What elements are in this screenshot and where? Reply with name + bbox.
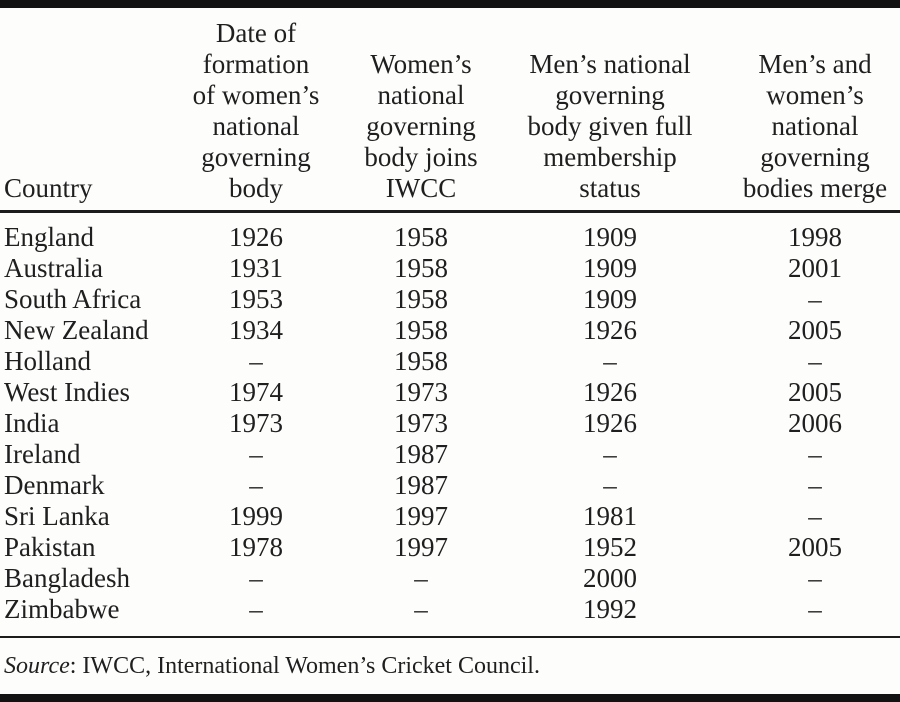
cell-merge: 2005 xyxy=(788,315,842,345)
cell-merge: 1998 xyxy=(788,222,842,252)
cell-joins-iwcc: 1973 xyxy=(394,408,448,438)
cell-joins-iwcc: 1958 xyxy=(394,346,448,376)
cell-joins-iwcc: 1987 xyxy=(394,439,448,469)
column-header-country: Country xyxy=(4,173,93,203)
cell-merge: – xyxy=(808,439,822,469)
cell-merge: – xyxy=(808,563,822,593)
cell-country: Australia xyxy=(4,253,103,283)
cell-joins-iwcc: 1987 xyxy=(394,470,448,500)
table-row: Holland – 1958 – – xyxy=(0,346,900,377)
table-row: Ireland – 1987 – – xyxy=(0,439,900,470)
source-note: Source: IWCC, International Women’s Cric… xyxy=(0,636,900,694)
cell-country: Ireland xyxy=(4,439,81,469)
cell-mens-membership: 1926 xyxy=(583,377,637,407)
cell-formation-date: 1999 xyxy=(229,501,283,531)
cell-joins-iwcc: 1958 xyxy=(394,253,448,283)
cell-mens-membership: 1992 xyxy=(583,594,637,624)
cell-formation-date: 1978 xyxy=(229,532,283,562)
cell-joins-iwcc: – xyxy=(414,563,428,593)
cell-joins-iwcc: – xyxy=(414,594,428,624)
source-note-text: Source: IWCC, International Women’s Cric… xyxy=(4,653,540,680)
cell-merge: 2005 xyxy=(788,532,842,562)
cell-joins-iwcc: 1958 xyxy=(394,315,448,345)
cell-formation-date: – xyxy=(249,346,263,376)
cell-formation-date: 1974 xyxy=(229,377,283,407)
column-header-bodies-merge: Men’s and women’s national governing bod… xyxy=(742,49,888,203)
table-row: England 1926 1958 1909 1998 xyxy=(0,212,900,254)
column-header-joins-iwcc: Women’s national governing body joins IW… xyxy=(364,49,478,203)
cell-country: Bangladesh xyxy=(4,563,130,593)
cell-country: Denmark xyxy=(4,470,105,500)
cell-joins-iwcc: 1973 xyxy=(394,377,448,407)
table-body: England 1926 1958 1909 1998 Australia 19… xyxy=(0,212,900,637)
cell-merge: – xyxy=(808,346,822,376)
cell-joins-iwcc: 1997 xyxy=(394,501,448,531)
cell-country: England xyxy=(4,222,94,252)
cell-mens-membership: – xyxy=(603,439,617,469)
cell-joins-iwcc: 1958 xyxy=(394,284,448,314)
source-detail: : IWCC, International Women’s Cricket Co… xyxy=(69,652,540,679)
cell-country: Pakistan xyxy=(4,532,96,562)
column-header-women-formation-date: Date of formation of women’s national go… xyxy=(192,18,320,203)
cell-joins-iwcc: 1997 xyxy=(394,532,448,562)
cell-formation-date: – xyxy=(249,470,263,500)
cell-mens-membership: 1909 xyxy=(583,284,637,314)
table-row: India 1973 1973 1926 2006 xyxy=(0,408,900,439)
table-row: Pakistan 1978 1997 1952 2005 xyxy=(0,532,900,563)
cricket-governing-bodies-table: Country Date of formation of women’s nat… xyxy=(0,8,900,636)
table-row: South Africa 1953 1958 1909 – xyxy=(0,284,900,315)
cell-formation-date: 1973 xyxy=(229,408,283,438)
table-row: Australia 1931 1958 1909 2001 xyxy=(0,253,900,284)
header-row: Country Date of formation of women’s nat… xyxy=(0,8,900,212)
cell-formation-date: – xyxy=(249,594,263,624)
table-row: West Indies 1974 1973 1926 2005 xyxy=(0,377,900,408)
cell-country: Holland xyxy=(4,346,91,376)
cell-formation-date: 1953 xyxy=(229,284,283,314)
cell-country: Zimbabwe xyxy=(4,594,120,624)
table-row: Denmark – 1987 – – xyxy=(0,470,900,501)
table-row: Sri Lanka 1999 1997 1981 – xyxy=(0,501,900,532)
cell-merge: – xyxy=(808,470,822,500)
cell-country: New Zealand xyxy=(4,315,149,345)
cell-country: West Indies xyxy=(4,377,131,407)
cell-formation-date: 1934 xyxy=(229,315,283,345)
cell-merge: – xyxy=(808,284,822,314)
cell-country: India xyxy=(4,408,60,438)
table-row: Bangladesh – – 2000 – xyxy=(0,563,900,594)
cell-formation-date: – xyxy=(249,439,263,469)
cell-merge: – xyxy=(808,594,822,624)
table-row: New Zealand 1934 1958 1926 2005 xyxy=(0,315,900,346)
cell-formation-date: 1926 xyxy=(229,222,283,252)
cell-merge: 2006 xyxy=(788,408,842,438)
cell-mens-membership: 1981 xyxy=(583,501,637,531)
cell-country: South Africa xyxy=(4,284,142,314)
column-header-mens-full-membership: Men’s national governing body given full… xyxy=(527,49,693,203)
source-label: Source xyxy=(4,652,70,679)
cell-formation-date: 1931 xyxy=(229,253,283,283)
cell-mens-membership: 1909 xyxy=(583,222,637,252)
table-header: Country Date of formation of women’s nat… xyxy=(0,8,900,212)
cell-country: Sri Lanka xyxy=(4,501,110,531)
cell-mens-membership: 1926 xyxy=(583,315,637,345)
cell-mens-membership: 1909 xyxy=(583,253,637,283)
cell-mens-membership: – xyxy=(603,470,617,500)
cell-joins-iwcc: 1958 xyxy=(394,222,448,252)
cell-formation-date: – xyxy=(249,563,263,593)
cell-merge: 2001 xyxy=(788,253,842,283)
table-row: Zimbabwe – – 1992 – xyxy=(0,594,900,636)
cell-mens-membership: 1952 xyxy=(583,532,637,562)
cell-merge: 2005 xyxy=(788,377,842,407)
cell-merge: – xyxy=(808,501,822,531)
cell-mens-membership: 2000 xyxy=(583,563,637,593)
cell-mens-membership: 1926 xyxy=(583,408,637,438)
cell-mens-membership: – xyxy=(603,346,617,376)
